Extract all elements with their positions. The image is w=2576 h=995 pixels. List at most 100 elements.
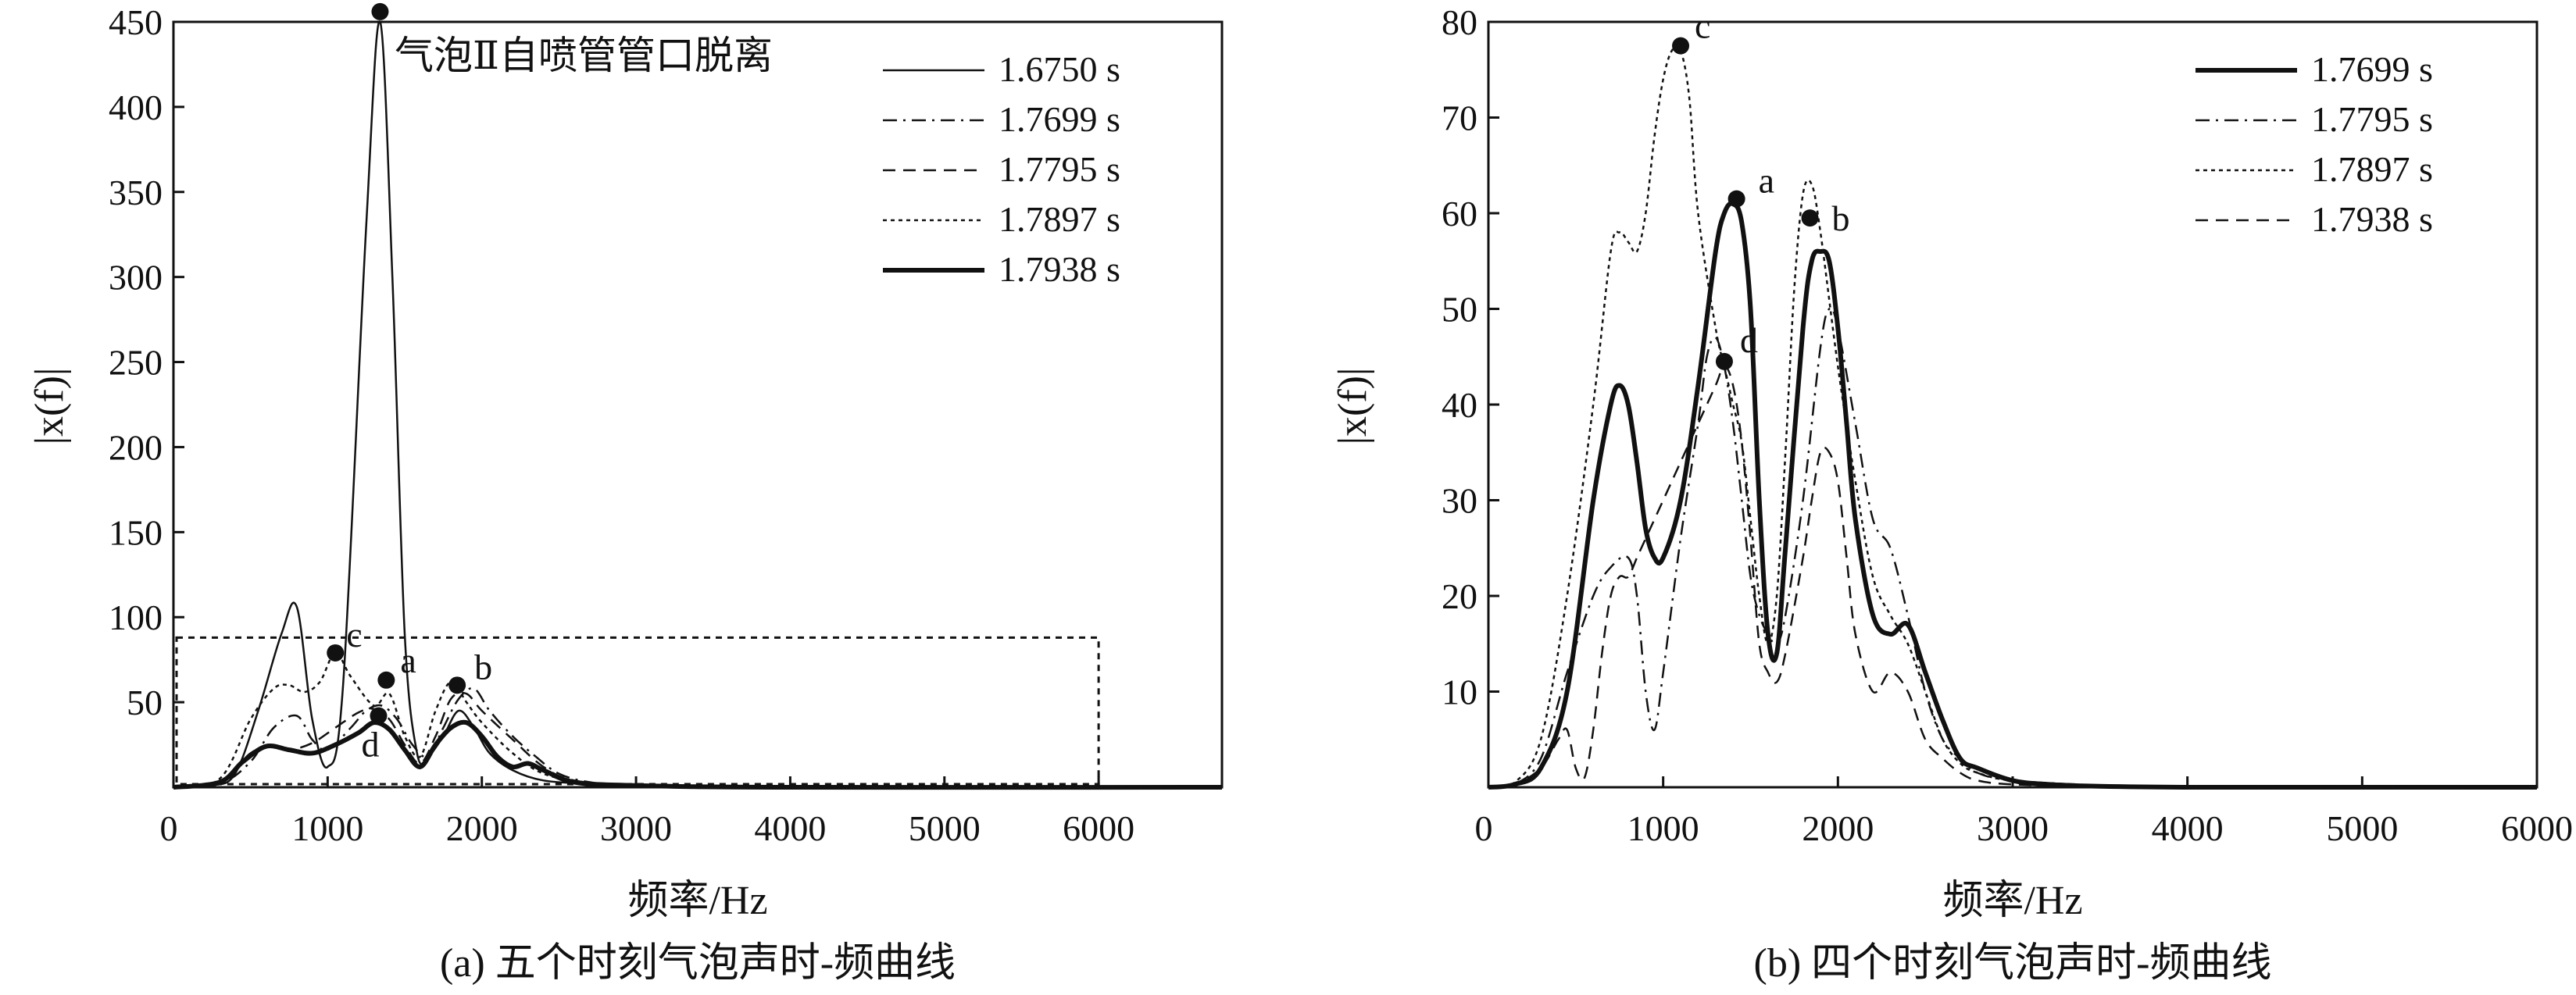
y-tick: 200: [109, 427, 184, 467]
x-tick-label: 6000: [1063, 808, 1134, 848]
x-tick-label: 2000: [446, 808, 518, 848]
y-tick: 10: [1442, 672, 1499, 712]
y-tick-label: 400: [109, 87, 163, 127]
x-tick: 2000: [446, 776, 518, 848]
chart-b-caption: (b) 四个时刻气泡声时-频曲线: [1754, 941, 2272, 986]
series-line-1-7795s: [1488, 306, 2538, 789]
y-tick: 50: [1442, 290, 1499, 330]
y-tick: 60: [1442, 194, 1499, 234]
series-line-1-7897s: [1488, 45, 2538, 789]
y-tick: 250: [109, 343, 184, 383]
y-tick-label: 60: [1442, 194, 1477, 234]
svg-text:1.7795 s: 1.7795 s: [2311, 99, 2433, 139]
x-tick-label: 4000: [754, 808, 826, 848]
svg-text:d: d: [1740, 320, 1758, 360]
chart-a-x-axis-label: 频率/Hz: [627, 879, 767, 923]
y-tick: 450: [109, 2, 184, 42]
chart-b-x-ticks: 0 1000 2000 3000 4000 5000 6000: [1475, 776, 2573, 848]
y-tick-label: 30: [1442, 481, 1477, 521]
series-line-1-7897s: [173, 651, 1223, 789]
marker-c: c: [327, 615, 363, 662]
chart-a-series: [173, 20, 1223, 790]
x-tick: 5000: [2326, 776, 2398, 848]
chart-b-y-ticks: 10 20 30 40 50 60 70 80: [1442, 2, 1499, 712]
x-tick-label: 4000: [2152, 808, 2224, 848]
y-tick: 40: [1442, 385, 1499, 425]
chart-a-legend: 1.6750 s 1.7699 s 1.7795 s 1.7897 s 1.79…: [883, 49, 1120, 289]
legend-item: 1.7938 s: [2195, 199, 2433, 239]
x-tick-label: 5000: [2326, 808, 2398, 848]
chart-b-markers: c a b d: [1672, 6, 1850, 370]
x-tick: 5000: [909, 776, 981, 848]
svg-text:1.7795 s: 1.7795 s: [999, 149, 1120, 189]
y-tick-label: 150: [109, 512, 163, 552]
x-tick: 4000: [2152, 776, 2224, 848]
y-tick: 30: [1442, 481, 1499, 521]
x-tick: 1000: [291, 776, 363, 848]
svg-text:1.6750 s: 1.6750 s: [999, 49, 1120, 89]
x-tick-label: 1000: [1627, 808, 1699, 848]
x-tick: 4000: [754, 776, 826, 848]
svg-text:b: b: [1832, 198, 1850, 238]
marker-a: a: [1727, 161, 1774, 208]
svg-text:d: d: [361, 725, 379, 765]
chart-a-zoom-box: [175, 636, 1100, 786]
y-tick-label: 100: [109, 597, 163, 637]
legend-item: 1.7897 s: [883, 199, 1120, 239]
svg-text:1.7938 s: 1.7938 s: [999, 249, 1120, 289]
y-tick: 350: [109, 173, 184, 212]
y-tick-label: 300: [109, 258, 163, 298]
y-tick-label: 10: [1442, 672, 1477, 712]
series-line-1-7795s: [173, 691, 1223, 789]
y-tick: 50: [127, 683, 184, 722]
y-tick: 20: [1442, 576, 1499, 616]
svg-text:1.7897 s: 1.7897 s: [2311, 149, 2433, 189]
x-tick-label: 3000: [1977, 808, 2049, 848]
x-tick-label: 1000: [291, 808, 363, 848]
chart-b-x-axis-label: 频率/Hz: [1942, 879, 2082, 923]
marker-c: c: [1672, 6, 1710, 55]
series-line-1-7938s: [1488, 365, 2538, 789]
chart-b-series: [1488, 45, 2538, 790]
x-tick: 1000: [1627, 776, 1699, 848]
legend-item: 1.7897 s: [2195, 149, 2433, 189]
x-tick: 2000: [1802, 776, 1874, 848]
chart-a-x-ticks: 0 1000 2000 3000 4000 5000 6000: [160, 776, 1134, 848]
chart-a-y-ticks: 50 100 150 200 250 300 350 400 450: [109, 2, 184, 722]
legend-item: 1.7795 s: [883, 149, 1120, 189]
chart-b-legend: 1.7699 s 1.7795 s 1.7897 s 1.7938 s: [2195, 49, 2433, 239]
x-tick-label: 0: [1475, 808, 1493, 848]
chart-a-y-axis-label: |x(f)|: [27, 368, 72, 445]
y-tick-label: 50: [1442, 290, 1477, 330]
y-tick-label: 350: [109, 173, 163, 212]
legend-item: 1.7699 s: [883, 99, 1120, 139]
y-tick-label: 50: [127, 683, 163, 722]
y-tick-label: 200: [109, 427, 163, 467]
svg-text:1.7699 s: 1.7699 s: [2311, 49, 2433, 89]
series-line-1-7938s: [173, 719, 1223, 790]
chart-b: 10 20 30 40 50 60 70 80 0 1000 2000 3000…: [1331, 2, 2573, 986]
marker-d: d: [1715, 320, 1758, 370]
x-tick-label: 6000: [2501, 808, 2573, 848]
svg-text:1.7699 s: 1.7699 s: [999, 99, 1120, 139]
legend-item: 1.7699 s: [2195, 49, 2433, 89]
chart-a-caption: (a) 五个时刻气泡声时-频曲线: [440, 941, 956, 986]
y-tick: 400: [109, 87, 184, 127]
y-tick-label: 250: [109, 343, 163, 383]
svg-text:1.7897 s: 1.7897 s: [999, 199, 1120, 239]
y-tick: 100: [109, 597, 184, 637]
chart-b-y-axis-label: |x(f)|: [1331, 368, 1375, 445]
y-tick-label: 80: [1442, 2, 1477, 42]
chart-a-markers: c a b d: [327, 2, 492, 765]
legend-item: 1.7938 s: [883, 249, 1120, 289]
marker-d: d: [361, 707, 388, 765]
svg-text:a: a: [400, 640, 416, 680]
x-tick-label: 5000: [909, 808, 981, 848]
marker-a: a: [377, 640, 416, 689]
y-tick-label: 20: [1442, 576, 1477, 616]
series-line-1-7699s: [1488, 201, 2537, 790]
y-tick-label: 40: [1442, 385, 1477, 425]
x-tick: 6000: [2501, 776, 2573, 848]
x-tick-label: 3000: [600, 808, 672, 848]
